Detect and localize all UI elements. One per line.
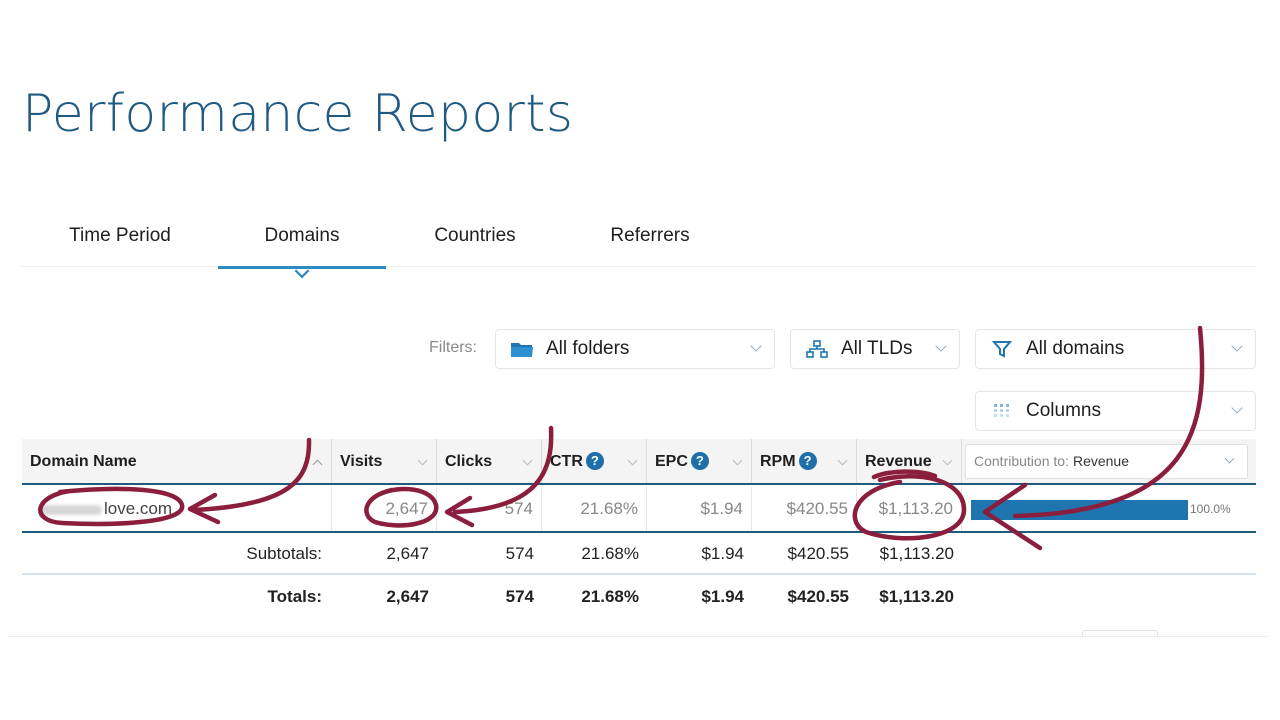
divider (8, 636, 1268, 637)
col-epc[interactable]: EPC? (647, 439, 752, 483)
col-visits[interactable]: Visits (332, 439, 437, 483)
domains-dropdown[interactable]: All domains (975, 329, 1256, 369)
total-ctr: 21.68% (581, 587, 639, 606)
tlds-value: All TLDs (841, 338, 913, 359)
tab-countries[interactable]: Countries (434, 225, 516, 246)
sort-icon (417, 455, 428, 466)
clicks-cell: 574 (437, 487, 542, 531)
visits-cell: 2,647 (332, 487, 437, 531)
tab-domains[interactable]: Domains (218, 215, 386, 279)
total-visits: 2,647 (386, 587, 429, 606)
col-rpm[interactable]: RPM? (752, 439, 857, 483)
subtotal-ctr: 21.68% (581, 544, 639, 563)
active-tab-caret-icon (294, 263, 310, 279)
total-revenue: $1,113.20 (879, 587, 954, 606)
sort-icon (627, 455, 638, 466)
tlds-dropdown[interactable]: All TLDs (790, 329, 960, 369)
col-clicks[interactable]: Clicks (437, 439, 542, 483)
filters-label: Filters: (429, 339, 477, 356)
chevron-down-icon (1231, 402, 1243, 414)
sitemap-icon (805, 340, 829, 358)
folders-dropdown[interactable]: All folders (495, 329, 775, 369)
col-ctr[interactable]: CTR? (542, 439, 647, 483)
subtotal-visits: 2,647 (386, 544, 429, 563)
table-row[interactable]: love.com 2,647 574 21.68% $1.94 $420.55 … (22, 487, 1256, 533)
domains-value: All domains (1026, 338, 1125, 359)
domain-name-cell[interactable]: love.com (22, 487, 332, 531)
sort-icon (522, 455, 533, 466)
subtotal-revenue: $1,113.20 (879, 544, 954, 563)
ctr-cell: 21.68% (542, 487, 647, 531)
total-rpm: $420.55 (787, 587, 849, 606)
chevron-down-icon (1224, 453, 1235, 464)
page-title: Performance Reports (22, 84, 574, 144)
rpm-cell: $420.55 (752, 487, 857, 531)
totals-row: Totals: 2,647 574 21.68% $1.94 $420.55 $… (22, 575, 1256, 619)
revenue-cell: $1,113.20 (857, 487, 962, 531)
subtotals-row: Subtotals: 2,647 574 21.68% $1.94 $420.5… (22, 533, 1256, 575)
contribution-bar (971, 500, 1188, 520)
pagination-tab[interactable] (1082, 630, 1158, 637)
sort-icon (942, 455, 953, 466)
contribution-select[interactable]: Contribution to: Revenue (965, 444, 1248, 479)
subtotal-clicks: 574 (505, 544, 534, 563)
total-clicks: 574 (505, 587, 534, 606)
tab-domains-label: Domains (264, 225, 340, 246)
chevron-down-icon (935, 340, 947, 352)
contribution-percent: 100.0% (1190, 502, 1231, 516)
folders-value: All folders (546, 338, 630, 359)
tab-referrers[interactable]: Referrers (610, 225, 690, 246)
columns-icon (990, 403, 1014, 419)
sort-icon (732, 455, 743, 466)
filter-icon (990, 340, 1014, 358)
help-icon[interactable]: ? (690, 452, 709, 470)
totals-label: Totals: (267, 587, 322, 606)
col-domain-name[interactable]: Domain Name (22, 439, 332, 483)
col-revenue[interactable]: Revenue (857, 439, 962, 483)
subtotals-label: Subtotals: (246, 544, 322, 563)
redacted-text (40, 504, 102, 515)
help-icon[interactable]: ? (585, 452, 604, 470)
folder-icon (510, 340, 534, 358)
chevron-down-icon (1231, 340, 1243, 352)
report-tabs: Time Period Domains Countries Referrers (20, 215, 1256, 279)
epc-cell: $1.94 (647, 487, 752, 531)
sort-icon (837, 455, 848, 466)
tab-time-period[interactable]: Time Period (69, 225, 171, 246)
columns-value: Columns (1026, 400, 1101, 421)
subtotal-epc: $1.94 (701, 544, 744, 563)
table-header: Domain Name Visits Clicks CTR? EPC? RPM?… (22, 439, 1256, 485)
chevron-down-icon (750, 340, 762, 352)
help-icon[interactable]: ? (798, 452, 817, 470)
sort-asc-icon (312, 459, 323, 470)
columns-dropdown[interactable]: Columns (975, 391, 1256, 431)
subtotal-rpm: $420.55 (787, 544, 849, 563)
total-epc: $1.94 (701, 587, 744, 606)
